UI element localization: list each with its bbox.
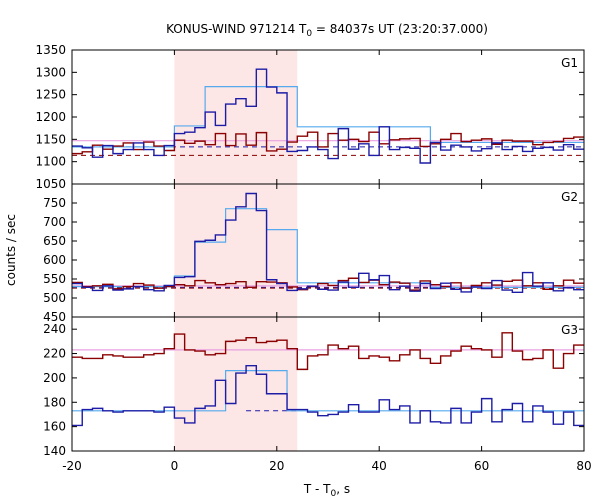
highlight-band [174, 50, 298, 184]
y-tick-label: 1100 [35, 155, 66, 169]
y-tick-label: 1300 [35, 65, 66, 79]
panel-frame [71, 49, 585, 185]
panel-frame [71, 316, 585, 452]
chart-title: KONUS-WIND 971214 T0 = 84037s UT (23:20:… [166, 22, 488, 39]
y-tick-label: 180 [43, 395, 66, 409]
y-tick-label: 700 [43, 215, 66, 229]
x-tick-label: 60 [474, 459, 489, 473]
y-tick-label: 200 [43, 371, 66, 385]
x-tick-label: 0 [171, 459, 179, 473]
series-line-rate-1 [72, 192, 584, 293]
panel-g1: 1050 1100 1150 1200 1250 1300 1350 G1 [35, 43, 585, 191]
x-tick-label: 20 [269, 459, 284, 473]
panel-g2: 450 500 550 600 650 700 750 G2 [43, 183, 585, 324]
y-tick-label: 600 [43, 253, 66, 267]
series-group [72, 68, 584, 164]
series-group [72, 332, 584, 427]
plot-area: 1050 1100 1150 1200 1250 1300 1350 G1 450 500 550 6… [35, 43, 591, 473]
panel-g3: 140 160 180 200 220 240 G3 [43, 316, 585, 458]
panel-label: G3 [561, 323, 578, 337]
x-tick-label: -20 [62, 459, 82, 473]
series-line-rate-1-fit [72, 370, 584, 412]
x-tick-label: 80 [576, 459, 591, 473]
y-tick-label: 500 [43, 291, 66, 305]
y-tick-label: 650 [43, 234, 66, 248]
panel-label: G2 [561, 190, 578, 204]
y-tick-label: 1200 [35, 110, 66, 124]
y-tick-label: 450 [43, 310, 66, 324]
y-tick-label: 1250 [35, 88, 66, 102]
y-tick-label: 750 [43, 196, 66, 210]
series-line-rate-1 [72, 68, 584, 164]
panel-label: G1 [561, 56, 578, 70]
y-tick-label: 160 [43, 420, 66, 434]
y-axis-label: counts / sec [4, 214, 18, 286]
y-tick-label: 140 [43, 444, 66, 458]
series-group [72, 192, 584, 293]
y-tick-label: 220 [43, 347, 66, 361]
y-tick-label: 1150 [35, 132, 66, 146]
y-tick-label: 1350 [35, 43, 66, 57]
y-tick-label: 1050 [35, 177, 66, 191]
x-tick-label: 40 [372, 459, 387, 473]
series-line-rate-1 [72, 365, 584, 427]
series-line-rate-2 [72, 332, 584, 371]
highlight-band [174, 184, 298, 317]
x-axis-label: T - T0, s [303, 482, 350, 499]
series-line-rate-1-fit [72, 208, 584, 288]
panel-frame [71, 183, 585, 318]
y-tick-label: 240 [43, 322, 66, 336]
series-line-rate-2 [72, 277, 584, 291]
y-tick-label: 550 [43, 272, 66, 286]
